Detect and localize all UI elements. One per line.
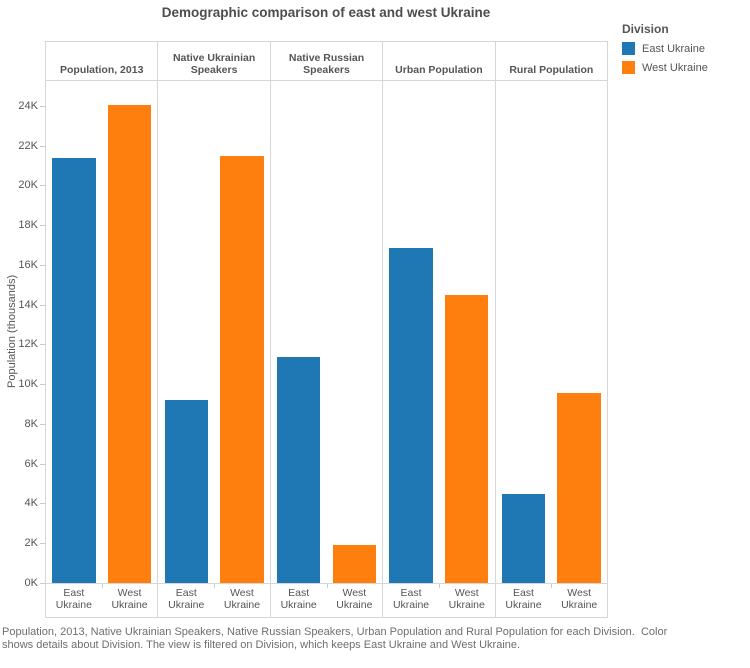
chart-caption: Population, 2013, Native Ukrainian Speak… bbox=[2, 626, 671, 651]
bar-east-ukraine[interactable] bbox=[276, 356, 321, 583]
y-tick-mark bbox=[40, 344, 45, 346]
x-axis-labels: East Ukraine West Ukraine bbox=[271, 584, 382, 617]
y-tick-mark bbox=[40, 145, 45, 147]
x-category-label: East Ukraine bbox=[505, 587, 542, 611]
y-tick-label: 14K bbox=[18, 298, 38, 311]
legend-item-label: East Ukraine bbox=[642, 42, 705, 55]
legend-item-west-ukraine[interactable]: West Ukraine bbox=[622, 61, 747, 74]
y-tick-label: 10K bbox=[18, 378, 38, 391]
panel-bars bbox=[46, 81, 158, 584]
chart-title: Demographic comparison of east and west … bbox=[161, 5, 491, 20]
legend-title: Division bbox=[622, 22, 669, 36]
x-category-label: East Ukraine bbox=[55, 587, 92, 611]
panel-bars bbox=[158, 81, 270, 584]
panel-bars bbox=[383, 81, 495, 584]
bar-east-ukraine[interactable] bbox=[389, 247, 433, 583]
x-axis-labels: East Ukraine West Ukraine bbox=[46, 584, 157, 617]
y-tick-mark bbox=[40, 185, 45, 187]
y-tick-label: 12K bbox=[18, 338, 38, 351]
panel-header: Native Ukrainian Speakers bbox=[158, 42, 270, 81]
y-tick-mark bbox=[40, 423, 45, 425]
panel-header: Urban Population bbox=[383, 42, 495, 81]
y-tick-label: 24K bbox=[18, 99, 38, 112]
bar-west-ukraine[interactable] bbox=[445, 295, 489, 583]
y-tick-label: 6K bbox=[24, 457, 38, 470]
y-tick-label: 2K bbox=[24, 537, 38, 550]
plot-area: Population, 2013 East Ukraine West Ukrai… bbox=[45, 41, 608, 618]
y-tick-mark bbox=[40, 543, 45, 545]
legend-item-east-ukraine[interactable]: East Ukraine bbox=[622, 42, 747, 55]
x-axis-labels: East Ukraine West Ukraine bbox=[383, 584, 494, 617]
east-ukraine-color-swatch bbox=[622, 42, 635, 55]
x-category-label: East Ukraine bbox=[280, 587, 317, 611]
y-tick-label: 4K bbox=[24, 497, 38, 510]
y-tick-mark bbox=[40, 105, 45, 107]
y-tick-label: 0K bbox=[24, 577, 38, 589]
legend-item-label: West Ukraine bbox=[642, 61, 708, 74]
x-axis-labels: East Ukraine West Ukraine bbox=[496, 584, 607, 617]
bar-west-ukraine[interactable] bbox=[332, 545, 377, 583]
y-axis-ticks: 0K 2K 4K 6K 8K 10K 12K 14K 16K 18K 20K 22K 24K bbox=[16, 80, 45, 589]
y-tick-mark bbox=[40, 304, 45, 306]
panel-urban-population: Urban Population East Ukraine West Ukrai… bbox=[383, 42, 496, 617]
y-tick-mark bbox=[40, 463, 45, 465]
bar-west-ukraine[interactable] bbox=[557, 392, 601, 583]
x-axis-labels: East Ukraine West Ukraine bbox=[158, 584, 269, 617]
y-tick-label: 22K bbox=[18, 139, 38, 152]
x-category-label: East Ukraine bbox=[168, 587, 205, 611]
y-tick-mark bbox=[40, 264, 45, 266]
x-category-label: East Ukraine bbox=[392, 587, 430, 611]
y-tick-mark bbox=[40, 225, 45, 227]
x-category-label: West Ukraine bbox=[448, 587, 485, 611]
panel-native-russian-speakers: Native Russian Speakers East Ukraine Wes… bbox=[270, 42, 384, 617]
panel-population-2013: Population, 2013 East Ukraine West Ukrai… bbox=[46, 42, 159, 617]
bar-west-ukraine[interactable] bbox=[220, 156, 264, 583]
bar-west-ukraine[interactable] bbox=[107, 104, 152, 583]
bar-east-ukraine[interactable] bbox=[501, 493, 546, 583]
panel-header: Native Russian Speakers bbox=[270, 42, 383, 81]
y-tick-label: 8K bbox=[24, 417, 38, 430]
bar-east-ukraine[interactable] bbox=[52, 158, 96, 583]
y-tick-mark bbox=[40, 583, 45, 584]
y-tick-mark bbox=[40, 384, 45, 386]
x-category-label: West Ukraine bbox=[561, 587, 598, 611]
panel-header: Population, 2013 bbox=[46, 42, 158, 81]
y-tick-label: 16K bbox=[18, 258, 38, 271]
panel-native-ukrainian-speakers: Native Ukrainian Speakers East Ukraine W… bbox=[158, 42, 271, 617]
panel-rural-population: Rural Population East Ukraine West Ukrai… bbox=[495, 42, 608, 617]
panel-bars bbox=[270, 81, 383, 584]
x-category-label: West Ukraine bbox=[111, 587, 148, 611]
y-tick-mark bbox=[40, 503, 45, 505]
panel-header: Rural Population bbox=[495, 42, 608, 81]
panel-bars bbox=[495, 81, 608, 584]
x-category-label: West Ukraine bbox=[223, 587, 261, 611]
y-tick-label: 18K bbox=[18, 219, 38, 232]
legend: Division East Ukraine West Ukraine bbox=[622, 22, 747, 80]
west-ukraine-color-swatch bbox=[622, 61, 635, 74]
y-tick-label: 20K bbox=[18, 179, 38, 192]
bar-east-ukraine[interactable] bbox=[164, 400, 208, 583]
x-category-label: West Ukraine bbox=[336, 587, 373, 611]
